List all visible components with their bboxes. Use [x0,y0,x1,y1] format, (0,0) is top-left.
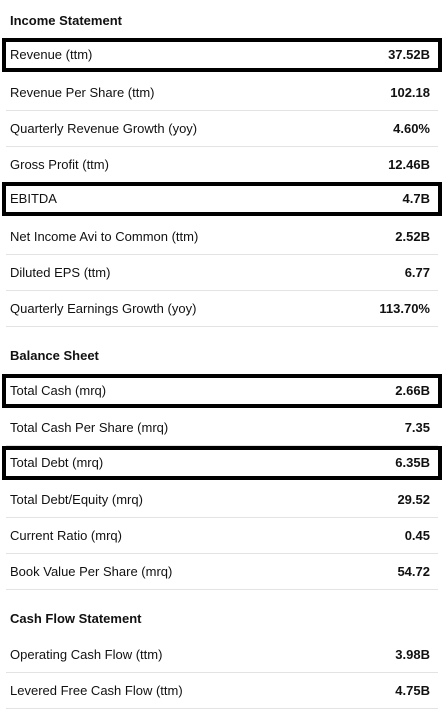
row-value: 3.98B [395,647,430,662]
row-value: 6.77 [404,265,430,280]
row-label: Total Cash Per Share (mrq) [10,420,169,435]
row-label: Gross Profit (ttm) [10,157,109,172]
row-value: 54.72 [397,564,430,579]
row-label: Net Income Avi to Common (ttm) [10,229,199,244]
income-statement-title: Income Statement [10,13,122,28]
table-row-book-value-per-share: Book Value Per Share (mrq) 54.72 [6,554,438,590]
row-label: Levered Free Cash Flow (ttm) [10,683,183,698]
row-label: Current Ratio (mrq) [10,528,122,543]
row-value: 4.60% [393,121,430,136]
row-value: 4.7B [402,191,430,206]
row-value: 6.35B [395,455,430,470]
table-row-total-cash-per-share: Total Cash Per Share (mrq) 7.35 [6,410,438,446]
row-label: EBITDA [10,191,57,206]
row-label: Total Debt/Equity (mrq) [10,492,143,507]
table-row-operating-cash-flow: Operating Cash Flow (ttm) 3.98B [6,637,438,673]
row-label: Quarterly Revenue Growth (yoy) [10,121,198,136]
table-row-revenue-per-share: Revenue Per Share (ttm) 102.18 [6,75,438,111]
table-row-ebitda: EBITDA 4.7B [2,182,442,216]
row-value: 12.46B [388,157,430,172]
row-value: 0.45 [404,528,430,543]
table-row-gross-profit: Gross Profit (ttm) 12.46B [6,147,438,183]
row-value: 113.70% [379,301,430,316]
row-label: Total Debt (mrq) [10,455,104,470]
table-row-current-ratio: Current Ratio (mrq) 0.45 [6,518,438,554]
row-value: 7.35 [404,420,430,435]
row-value: 37.52B [388,47,430,62]
table-row-levered-free-cash-flow: Levered Free Cash Flow (ttm) 4.75B [6,673,438,709]
row-label: Revenue (ttm) [10,47,93,62]
table-row-diluted-eps: Diluted EPS (ttm) 6.77 [6,255,438,291]
table-row-total-cash: Total Cash (mrq) 2.66B [2,374,442,408]
table-row-quarterly-revenue-growth: Quarterly Revenue Growth (yoy) 4.60% [6,111,438,147]
row-label: Book Value Per Share (mrq) [10,564,173,579]
table-row-revenue: Revenue (ttm) 37.52B [2,38,442,72]
row-value: 102.18 [390,85,430,100]
row-label: Total Cash (mrq) [10,383,107,398]
balance-sheet-title: Balance Sheet [10,348,99,363]
row-value: 4.75B [395,683,430,698]
row-label: Revenue Per Share (ttm) [10,85,155,100]
row-label: Operating Cash Flow (ttm) [10,647,163,662]
table-row-total-debt: Total Debt (mrq) 6.35B [2,446,442,480]
row-label: Quarterly Earnings Growth (yoy) [10,301,197,316]
table-row-net-income: Net Income Avi to Common (ttm) 2.52B [6,219,438,255]
row-label: Diluted EPS (ttm) [10,265,111,280]
row-value: 2.52B [395,229,430,244]
row-value: 29.52 [397,492,430,507]
cash-flow-statement-title: Cash Flow Statement [10,611,142,626]
row-value: 2.66B [395,383,430,398]
table-row-total-debt-equity: Total Debt/Equity (mrq) 29.52 [6,482,438,518]
table-row-quarterly-earnings-growth: Quarterly Earnings Growth (yoy) 113.70% [6,291,438,327]
